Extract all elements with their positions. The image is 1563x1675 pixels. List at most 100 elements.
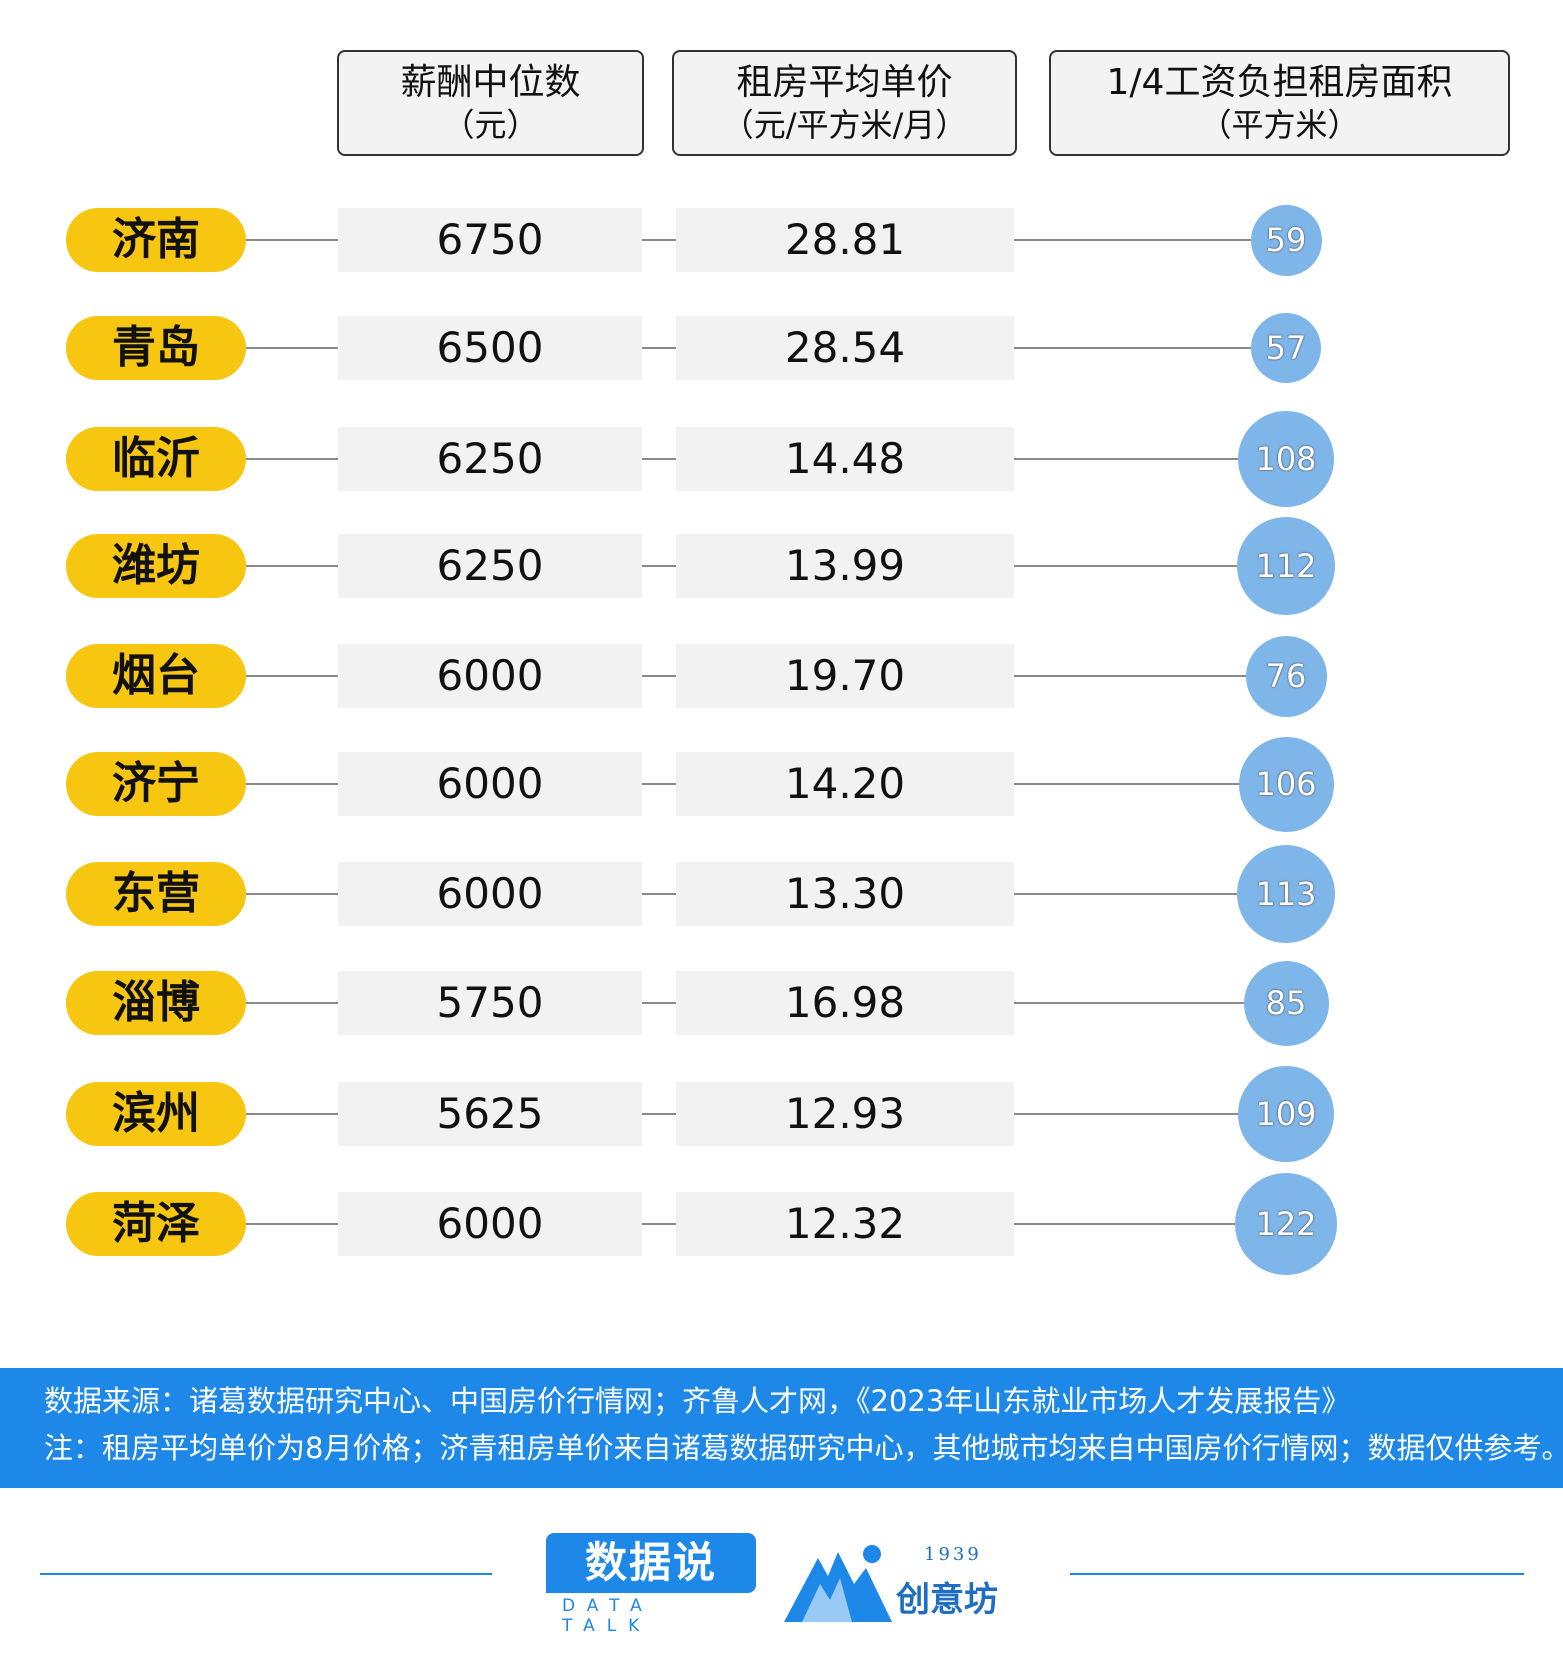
connector-line: [246, 347, 338, 349]
connector-line: [642, 893, 676, 895]
connector-line: [1014, 347, 1251, 349]
header-salary-unit: （元）: [442, 106, 539, 144]
salary-cell: 5750: [338, 971, 642, 1035]
area-bubble: 76: [1245, 635, 1327, 717]
header-salary-title: 薪酬中位数: [400, 62, 581, 103]
area-bubble: 112: [1237, 517, 1335, 615]
data-talk-logo: 数据说 DATA TALK: [546, 1533, 756, 1636]
connector-line: [642, 1113, 676, 1115]
salary-cell: 6500: [338, 316, 642, 380]
salary-cell: 6250: [338, 534, 642, 598]
city-label: 济南: [66, 208, 246, 272]
connector-line: [1014, 1223, 1235, 1225]
connector-line: [642, 675, 676, 677]
city-label: 淄博: [66, 971, 246, 1035]
city-label: 东营: [66, 862, 246, 926]
mountain-icon: [784, 1545, 892, 1622]
rent-cell: 28.54: [676, 316, 1014, 380]
table-row: 济南 6750 28.81 59: [0, 204, 1563, 276]
rent-cell: 14.48: [676, 427, 1014, 491]
salary-cell: 5625: [338, 1082, 642, 1146]
rent-cell: 12.93: [676, 1082, 1014, 1146]
header-area-title: 1/4工资负担租房面积: [1106, 62, 1453, 103]
data-talk-logo-name: 数据说: [546, 1533, 756, 1593]
rent-cell: 13.99: [676, 534, 1014, 598]
footer-source-band: 数据来源：诸葛数据研究中心、中国房价行情网；齐鲁人才网，《2023年山东就业市场…: [0, 1368, 1563, 1488]
connector-line: [246, 893, 338, 895]
connector-line: [642, 783, 676, 785]
area-bubble: 57: [1251, 313, 1321, 383]
connector-line: [246, 1002, 338, 1004]
salary-cell: 6750: [338, 208, 642, 272]
area-bubble: 108: [1238, 411, 1334, 507]
area-bubble: 106: [1238, 736, 1334, 832]
connector-line: [1014, 239, 1251, 241]
rent-cell: 16.98: [676, 971, 1014, 1035]
connector-line: [246, 239, 338, 241]
connector-line: [246, 783, 338, 785]
header-rent: 租房平均单价 （元/平方米/月）: [672, 50, 1017, 156]
rent-cell: 13.30: [676, 862, 1014, 926]
connector-line: [1014, 565, 1237, 567]
table-row: 潍坊 6250 13.99 112: [0, 517, 1563, 615]
footer-divider-left: [40, 1573, 492, 1575]
connector-line: [642, 1002, 676, 1004]
table-row: 东营 6000 13.30 113: [0, 845, 1563, 943]
rent-cell: 14.20: [676, 752, 1014, 816]
header-salary: 薪酬中位数 （元）: [337, 50, 644, 156]
city-label: 菏泽: [66, 1192, 246, 1256]
salary-cell: 6000: [338, 644, 642, 708]
area-bubble: 113: [1237, 845, 1335, 943]
connector-line: [1014, 1002, 1244, 1004]
connector-line: [642, 565, 676, 567]
connector-line: [246, 458, 338, 460]
footer-divider-right: [1070, 1573, 1524, 1575]
connector-line: [642, 1223, 676, 1225]
city-label: 济宁: [66, 752, 246, 816]
header-rent-title: 租房平均单价: [736, 62, 953, 103]
area-bubble: 59: [1250, 204, 1322, 276]
city-label: 潍坊: [66, 534, 246, 598]
header-area: 1/4工资负担租房面积 （平方米）: [1049, 50, 1510, 156]
connector-line: [1014, 675, 1246, 677]
connector-line: [642, 347, 676, 349]
connector-line: [642, 239, 676, 241]
footer-note: 注：租房平均单价为8月价格；济青租房单价来自诸葛数据研究中心，其他城市均来自中国…: [44, 1431, 1563, 1465]
connector-line: [1014, 893, 1237, 895]
rent-cell: 12.32: [676, 1192, 1014, 1256]
header-area-unit: （平方米）: [1199, 106, 1360, 144]
connector-line: [246, 675, 338, 677]
table-row: 淄博 5750 16.98 85: [0, 960, 1563, 1046]
connector-line: [246, 1223, 338, 1225]
city-label: 临沂: [66, 427, 246, 491]
connector-line: [642, 458, 676, 460]
table-row: 临沂 6250 14.48 108: [0, 411, 1563, 507]
area-bubble: 109: [1238, 1066, 1334, 1162]
city-label: 滨州: [66, 1082, 246, 1146]
chuangyi-year: 1939: [924, 1544, 982, 1565]
table-row: 菏泽 6000 12.32 122: [0, 1173, 1563, 1275]
table-row: 济宁 6000 14.20 106: [0, 736, 1563, 832]
connector-line: [1014, 783, 1239, 785]
salary-cell: 6000: [338, 862, 642, 926]
chuangyi-name: 创意坊: [896, 1580, 998, 1620]
rent-cell: 28.81: [676, 208, 1014, 272]
rent-cell: 19.70: [676, 644, 1014, 708]
table-row: 烟台 6000 19.70 76: [0, 635, 1563, 717]
salary-cell: 6000: [338, 1192, 642, 1256]
city-label: 烟台: [66, 644, 246, 708]
city-label: 青岛: [66, 316, 246, 380]
salary-cell: 6250: [338, 427, 642, 491]
salary-cell: 6000: [338, 752, 642, 816]
header-rent-unit: （元/平方米/月）: [721, 106, 968, 144]
connector-line: [1014, 1113, 1238, 1115]
chuangyi-logo: 1939 创意坊: [780, 1538, 1010, 1628]
area-bubble: 85: [1243, 960, 1329, 1046]
connector-line: [246, 565, 338, 567]
area-bubble: 122: [1235, 1173, 1337, 1275]
connector-line: [1014, 458, 1238, 460]
footer-source: 数据来源：诸葛数据研究中心、中国房价行情网；齐鲁人才网，《2023年山东就业市场…: [44, 1384, 1351, 1418]
connector-line: [246, 1113, 338, 1115]
table-row: 青岛 6500 28.54 57: [0, 313, 1563, 383]
table-row: 滨州 5625 12.93 109: [0, 1066, 1563, 1162]
